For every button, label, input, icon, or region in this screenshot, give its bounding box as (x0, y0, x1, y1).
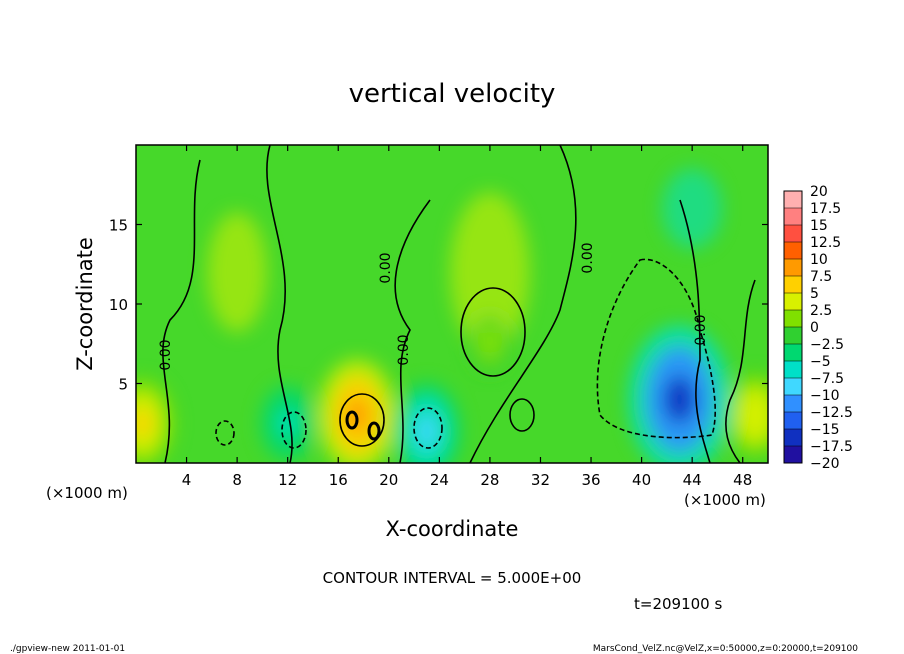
colorbar-swatch (784, 293, 802, 310)
negative-contour (281, 411, 307, 449)
colorbar-label: −5 (810, 354, 831, 370)
colorbar-label: 20 (810, 184, 828, 200)
colorbar-label: 2.5 (810, 303, 832, 319)
y-axis: 5 10 15 (109, 217, 768, 394)
x-tick-label: 4 (182, 471, 192, 489)
y-axis-title: Z-coordinate (73, 237, 97, 371)
x-tick-label: 16 (329, 471, 348, 489)
velocity-field (136, 168, 768, 463)
x-axis-title: X-coordinate (386, 517, 519, 541)
colorbar-label: 10 (810, 252, 828, 268)
colorbar-swatch (784, 242, 802, 259)
x-axis: 4 8 12 16 20 24 28 32 36 40 44 48 (182, 145, 752, 489)
contour-value-label: 0.00 (158, 339, 174, 370)
zero-contour (394, 199, 431, 463)
field-band (662, 168, 723, 249)
downdraft-core (416, 415, 437, 447)
x-unit-label-right: (×1000 m) (684, 491, 766, 509)
colorbar-swatch (784, 225, 802, 242)
x-tick-label: 32 (531, 471, 550, 489)
updraft-core (746, 401, 765, 429)
x-tick-label: 28 (480, 471, 499, 489)
positive-contour (460, 287, 526, 377)
colorbar-swatch (784, 327, 802, 344)
x-unit-label-left: (×1000 m) (46, 484, 128, 502)
negative-contour (215, 420, 235, 446)
colorbar-label: 0 (810, 320, 819, 336)
x-tick-label: 44 (683, 471, 702, 489)
colorbar-label: 17.5 (810, 201, 841, 217)
colorbar-label: 7.5 (810, 269, 832, 285)
contour-value-label: 0.00 (693, 314, 709, 345)
positive-contour (509, 398, 535, 432)
colorbar-swatch (784, 276, 802, 293)
colorbar: 2017.51512.5107.552.50−2.5−5−7.5−10−12.5… (783, 184, 853, 472)
updraft-core (483, 334, 497, 353)
colorbar-swatch (784, 191, 802, 208)
contour-value-label: 0.00 (378, 252, 394, 283)
x-tick-label: 40 (632, 471, 651, 489)
zero-contour (266, 145, 293, 463)
x-tick-label: 36 (581, 471, 600, 489)
x-tick-label: 20 (379, 471, 398, 489)
colorbar-swatch (784, 361, 802, 378)
chart-title: vertical velocity (349, 79, 556, 109)
updraft-core (136, 408, 152, 438)
x-tick-label: 48 (733, 471, 752, 489)
colorbar-swatch (784, 378, 802, 395)
positive-contour (339, 393, 385, 447)
x-tick-label: 8 (232, 471, 242, 489)
colorbar-label: −2.5 (810, 337, 844, 353)
positive-contour (345, 410, 359, 430)
zero-contour (679, 199, 711, 463)
colorbar-label: 5 (810, 286, 819, 302)
colorbar-label: −10 (810, 388, 840, 404)
footer-left: ./gpview-new 2011-01-01 (10, 644, 125, 654)
colorbar-swatch (784, 208, 802, 225)
y-tick-label: 15 (109, 217, 128, 235)
colorbar-label: 15 (810, 218, 828, 234)
colorbar-label: −7.5 (810, 371, 844, 387)
contour-value-label: 0.00 (580, 242, 596, 273)
contour-labels: 0.00 0.00 0.00 0.00 0.00 (158, 242, 709, 370)
colorbar-label: −17.5 (810, 439, 853, 455)
negative-contour (413, 407, 443, 449)
colorbar-swatch (784, 259, 802, 276)
contour-value-label: 0.00 (396, 334, 412, 365)
colorbar-swatch (784, 446, 802, 463)
zero-contour (469, 145, 577, 463)
colorbar-swatch (784, 344, 802, 361)
x-tick-label: 12 (278, 471, 297, 489)
downdraft-core (664, 375, 695, 424)
colorbar-swatch (784, 310, 802, 327)
colorbar-label: 12.5 (810, 235, 841, 251)
colorbar-swatch (784, 395, 802, 412)
positive-contour (367, 421, 381, 441)
colorbar-label: −15 (810, 422, 840, 438)
field-band (207, 212, 268, 333)
y-tick-label: 10 (109, 296, 128, 314)
field-band (449, 192, 530, 353)
colorbar-label: −20 (810, 456, 840, 472)
colorbar-label: −12.5 (810, 405, 853, 421)
x-tick-label: 24 (430, 471, 449, 489)
negative-contour (596, 258, 717, 439)
plot-area: 0.00 0.00 0.00 0.00 0.00 (136, 145, 768, 463)
time-label: t=209100 s (634, 595, 722, 613)
contour-interval-text: CONTOUR INTERVAL = 5.000E+00 (323, 569, 582, 587)
y-tick-label: 5 (118, 376, 128, 394)
contour-lines (162, 145, 756, 463)
colorbar-swatch (784, 412, 802, 429)
colorbar-swatch (784, 429, 802, 446)
footer-right: MarsCond_VelZ.nc@VelZ,x=0:50000,z=0:2000… (593, 644, 858, 654)
zero-contour (162, 159, 201, 463)
zero-contour (725, 279, 756, 463)
